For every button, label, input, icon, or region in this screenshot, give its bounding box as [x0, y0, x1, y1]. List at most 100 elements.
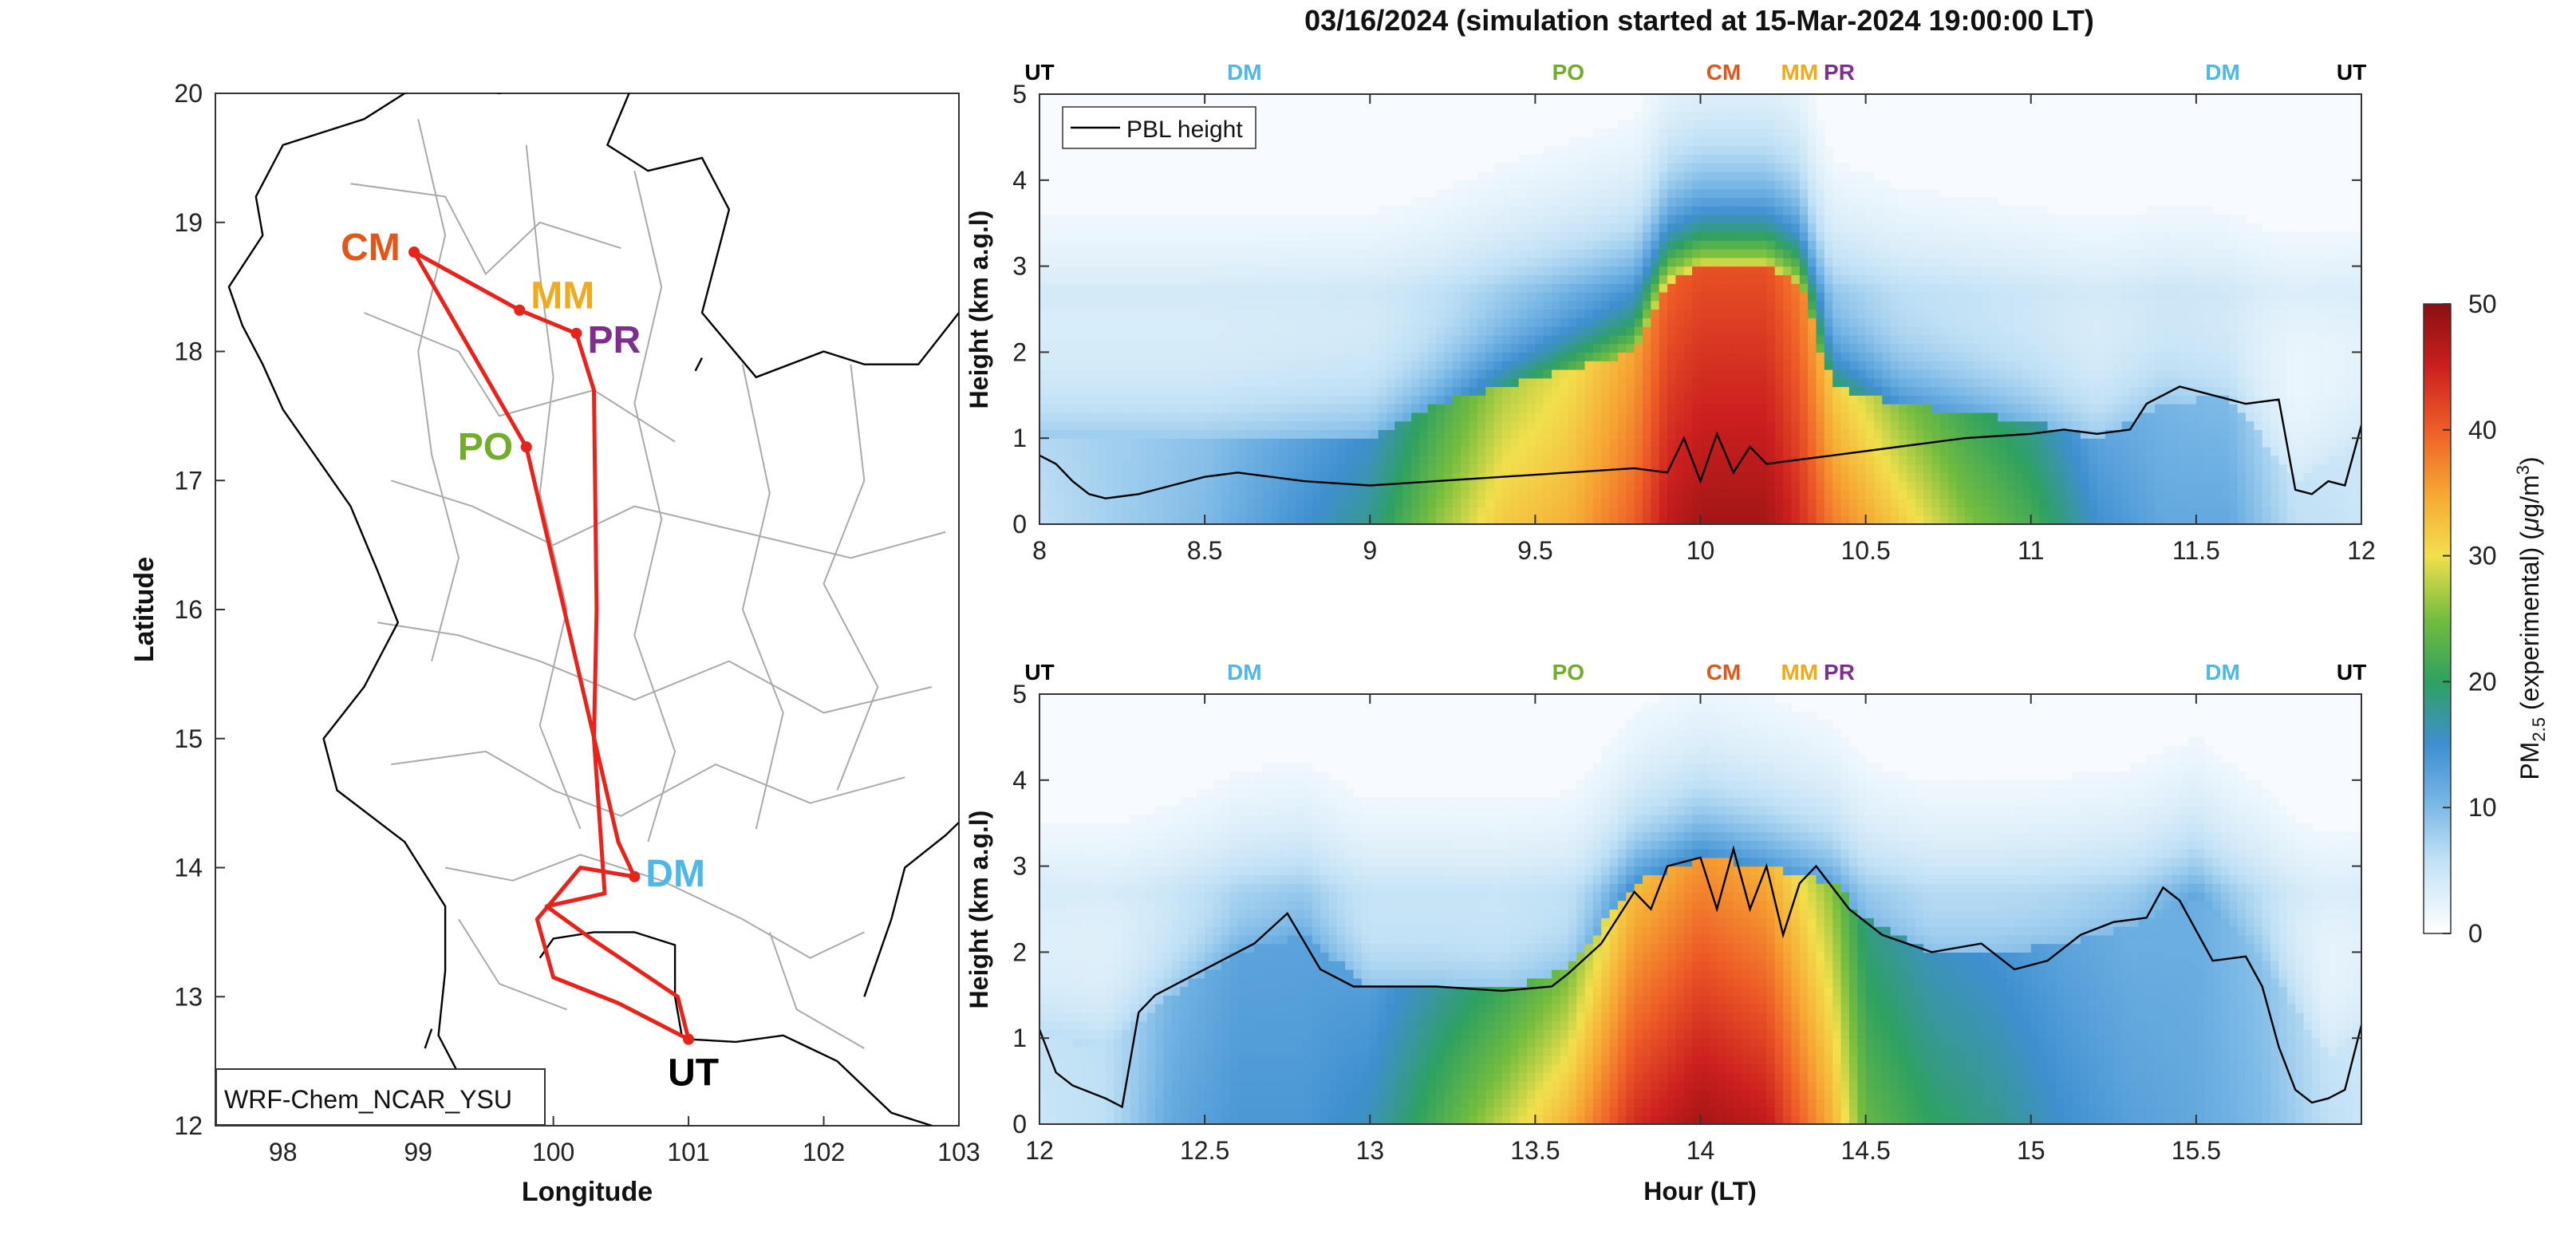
pm25-cell	[1296, 309, 1304, 318]
pm25-cell	[1122, 266, 1131, 275]
pm25-cell	[1452, 240, 1462, 250]
pm25-cell	[1848, 343, 1858, 353]
pm25-cell	[1262, 447, 1272, 456]
pm25-cell	[1361, 291, 1371, 302]
pm25-cell	[1692, 420, 1702, 430]
pm25-cell	[1180, 438, 1189, 448]
pm25-cell	[1584, 352, 1594, 361]
pm25-cell	[1039, 334, 1048, 345]
pm25-cell	[1155, 283, 1164, 293]
pm25-cell	[1510, 223, 1520, 233]
pm25-cell	[1114, 266, 1123, 275]
pm25-cell	[1229, 472, 1239, 482]
pm25-cell	[2014, 472, 2023, 482]
pm25-cell	[1774, 128, 1784, 138]
pm25-cell	[1617, 326, 1627, 336]
pm25-cell	[1312, 223, 1321, 233]
pm25-cell	[1725, 309, 1734, 318]
pm25-cell	[1336, 249, 1346, 258]
pm25-cell	[1874, 223, 1883, 233]
border-segment	[688, 1034, 933, 1126]
pm25-cell	[1237, 498, 1247, 508]
pm25-cell	[1848, 334, 1858, 345]
pm25-cell	[1312, 343, 1321, 353]
pm25-cell	[1750, 300, 1759, 310]
pm25-cell	[1518, 334, 1528, 345]
pm25-cell	[1287, 300, 1296, 310]
pm25-cell	[1262, 274, 1272, 284]
pm25-cell	[1840, 266, 1850, 275]
pm25-cell	[1229, 447, 1239, 456]
pm25-cell	[1213, 404, 1222, 413]
province-line	[377, 622, 933, 714]
pm25-cell	[1320, 309, 1330, 318]
pm25-cell	[1609, 214, 1619, 224]
pm25-cell	[1196, 240, 1205, 250]
pm25-cell	[1931, 412, 1941, 422]
pm25-cell	[1229, 214, 1239, 224]
pm25-cell	[1452, 326, 1462, 336]
pm25-cell	[1750, 472, 1759, 482]
pm25-cell	[2030, 515, 2040, 524]
pm25-cell	[1667, 377, 1677, 388]
pm25-cell	[1634, 472, 1643, 482]
pm25-cell	[1163, 412, 1173, 422]
pm25-cell	[1758, 515, 1767, 524]
pm25-cell	[1659, 197, 1668, 207]
pm25-cell	[1271, 386, 1280, 396]
pm25-cell	[1783, 318, 1793, 327]
pm25-cell	[1865, 343, 1875, 353]
pm25-cell	[1328, 498, 1338, 508]
pm25-cell	[1634, 291, 1643, 302]
pm25-cell	[1328, 515, 1338, 524]
pm25-cell	[1427, 515, 1437, 524]
pm25-cell	[1221, 231, 1230, 241]
pm25-cell	[1353, 266, 1363, 275]
pm25-cell	[1213, 334, 1222, 345]
pm25-cell	[1138, 257, 1148, 267]
pm25-cell	[1411, 438, 1420, 448]
pm25-cell	[1427, 386, 1437, 396]
pm25-cell	[1626, 334, 1635, 345]
pm25-cell	[1626, 472, 1635, 482]
pm25-cell	[1717, 455, 1726, 465]
pm25-cell	[1692, 188, 1702, 198]
pm25-cell	[1948, 377, 1958, 388]
pm25-cell	[1890, 377, 1899, 388]
pm25-cell	[1122, 472, 1131, 482]
pm25-cell	[1857, 420, 1867, 430]
pm25-cell	[1981, 429, 1990, 439]
pm25-cell	[1766, 120, 1776, 129]
pm25-cell	[1130, 481, 1139, 491]
pm25-cell	[1461, 438, 1470, 448]
pm25-cell	[1543, 257, 1552, 267]
pm25-cell	[1254, 438, 1264, 448]
pm25-cell	[1047, 326, 1057, 336]
pm25-cell	[1733, 120, 1742, 129]
pm25-cell	[1725, 257, 1734, 267]
pm25-cell	[1808, 188, 1817, 198]
pm25-cell	[1990, 489, 1998, 499]
pm25-cell	[1378, 464, 1387, 473]
pm25-cell	[1047, 447, 1057, 456]
pm25-cell	[1279, 515, 1288, 524]
pm25-cell	[1990, 515, 1998, 524]
pm25-cell	[1964, 334, 1974, 345]
pm25-cell	[1287, 334, 1296, 345]
pm25-cell	[1402, 481, 1412, 491]
pm25-cell	[1592, 249, 1602, 258]
pm25-cell	[1766, 447, 1776, 456]
pm25-cell	[2006, 507, 2015, 516]
pm25-cell	[1683, 507, 1693, 516]
pm25-cell	[1634, 489, 1643, 499]
pm25-cell	[1857, 395, 1867, 404]
pm25-cell	[1766, 94, 1776, 104]
pm25-cell	[1774, 120, 1784, 129]
pm25-cell	[1584, 455, 1594, 465]
pm25-cell	[1146, 223, 1156, 233]
pm25-cell	[1312, 498, 1321, 508]
pm25-cell	[1122, 334, 1131, 345]
pm25-cell	[1667, 274, 1677, 284]
pm25-cell	[1742, 489, 1751, 499]
pm25-cell	[1708, 197, 1718, 207]
